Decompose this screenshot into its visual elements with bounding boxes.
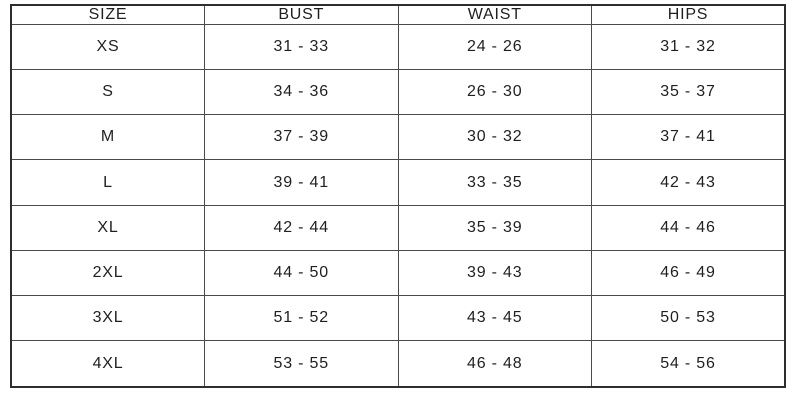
table-row: XL 42 - 44 35 - 39 44 - 46 [10,204,786,251]
column-header-waist: WAIST [397,4,592,25]
size-label-cell: L [10,159,205,206]
table-row: XS 31 - 33 24 - 26 31 - 32 [10,23,786,71]
measurement-cell: 24 - 26 [397,23,592,71]
measurement-cell: 31 - 33 [204,23,399,71]
measurement-cell: 35 - 39 [397,204,592,251]
measurement-cell: 35 - 37 [591,69,786,116]
table-row: 3XL 51 - 52 43 - 45 50 - 53 [10,294,786,342]
size-chart-table: SIZE BUST WAIST HIPS XS 31 - 33 24 - 26 31 - 3… [10,4,786,388]
size-label-cell: 4XL [10,340,205,388]
measurement-cell: 43 - 45 [397,294,592,342]
measurement-cell: 34 - 36 [204,69,399,116]
measurement-cell: 31 - 32 [591,23,786,71]
measurement-cell: 53 - 55 [204,340,399,388]
table-row: S 34 - 36 26 - 30 35 - 37 [10,69,786,116]
measurement-cell: 42 - 44 [204,204,399,251]
measurement-cell: 37 - 41 [591,114,786,161]
table-head: SIZE BUST WAIST HIPS [10,4,786,25]
measurement-cell: 50 - 53 [591,294,786,342]
column-header-size: SIZE [10,4,205,25]
table-row: M 37 - 39 30 - 32 37 - 41 [10,114,786,161]
size-label-cell: S [10,69,205,116]
measurement-cell: 46 - 49 [591,249,786,296]
table-body: XS 31 - 33 24 - 26 31 - 32 S 34 - 36 26 - 30 35… [10,23,786,388]
column-header-bust: BUST [204,4,399,25]
measurement-cell: 26 - 30 [397,69,592,116]
measurement-cell: 42 - 43 [591,159,786,206]
size-label-cell: XL [10,204,205,251]
measurement-cell: 51 - 52 [204,294,399,342]
table-header-row: SIZE BUST WAIST HIPS [10,4,786,25]
measurement-cell: 46 - 48 [397,340,592,388]
measurement-cell: 39 - 41 [204,159,399,206]
measurement-cell: 33 - 35 [397,159,592,206]
size-label-cell: XS [10,23,205,71]
measurement-cell: 44 - 50 [204,249,399,296]
size-label-cell: 3XL [10,294,205,342]
table-row: L 39 - 41 33 - 35 42 - 43 [10,159,786,206]
table-row: 4XL 53 - 55 46 - 48 54 - 56 [10,340,786,388]
size-chart: SIZE BUST WAIST HIPS XS 31 - 33 24 - 26 31 - 3… [10,4,786,388]
measurement-cell: 39 - 43 [397,249,592,296]
measurement-cell: 44 - 46 [591,204,786,251]
column-header-hips: HIPS [591,4,786,25]
table-row: 2XL 44 - 50 39 - 43 46 - 49 [10,249,786,296]
measurement-cell: 54 - 56 [591,340,786,388]
size-label-cell: 2XL [10,249,205,296]
measurement-cell: 30 - 32 [397,114,592,161]
size-label-cell: M [10,114,205,161]
measurement-cell: 37 - 39 [204,114,399,161]
